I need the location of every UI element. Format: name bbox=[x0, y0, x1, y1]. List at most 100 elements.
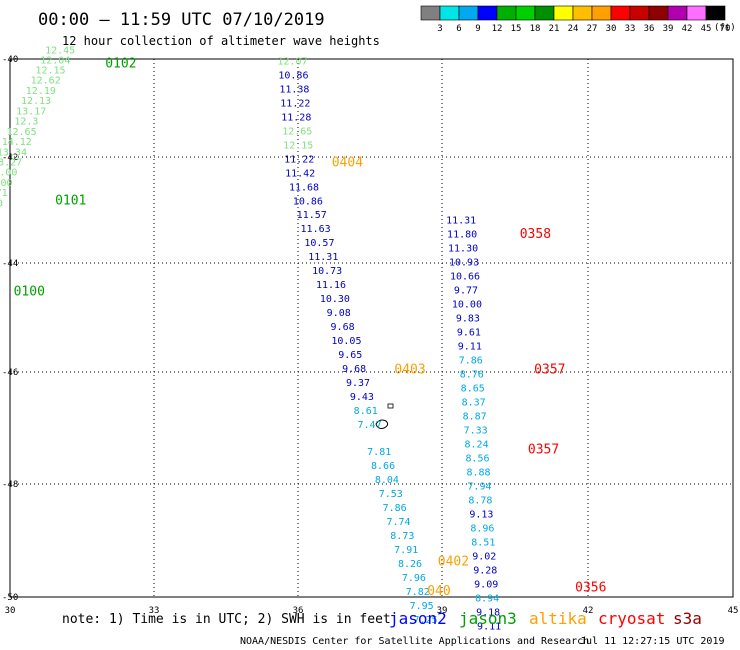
pass-time-label: 0402 bbox=[438, 554, 469, 569]
wave-height-label: 11.68 bbox=[289, 182, 319, 193]
wave-height-label: 8.76 bbox=[460, 369, 484, 380]
colorbar-label: 42 bbox=[682, 24, 693, 34]
satellite-legend: jason2 jason3 altika cryosat s3a bbox=[389, 609, 702, 628]
wave-height-label: 12.3 bbox=[14, 117, 38, 128]
wave-height-label: 9.28 bbox=[473, 565, 497, 576]
wave-height-label: 8.26 bbox=[398, 559, 422, 570]
wave-height-label: 7.33 bbox=[464, 425, 488, 436]
wave-height-label: 7.82 bbox=[406, 587, 430, 598]
colorbar-swatch bbox=[648, 5, 669, 21]
wave-height-label: 10.93 bbox=[449, 258, 479, 269]
wave-height-label: 9.37 bbox=[346, 378, 370, 389]
wave-height-label: 9.09 bbox=[474, 579, 498, 590]
wave-height-label: 10.05 bbox=[331, 336, 361, 347]
x-tick-label: 36 bbox=[293, 606, 304, 616]
wave-height-label: 7.25 bbox=[413, 615, 437, 626]
wave-height-label: 12.65 bbox=[7, 127, 37, 138]
colorbar-label: 33 bbox=[625, 24, 636, 34]
wave-height-label: 10.73 bbox=[312, 266, 342, 277]
colorbar-label: 15 bbox=[511, 24, 522, 34]
colorbar-swatch bbox=[496, 5, 517, 21]
wave-height-label: 12.04 bbox=[40, 55, 70, 66]
colorbar-label: 39 bbox=[663, 24, 674, 34]
pass-time-label: 0100 bbox=[14, 285, 45, 300]
wave-height-label: 9.68 bbox=[342, 364, 366, 375]
wave-height-label: 12.07 bbox=[277, 56, 307, 67]
wave-height-label: 10.86 bbox=[293, 196, 323, 207]
pass-time-label: 0358 bbox=[520, 227, 551, 242]
pass-time-label: 0357 bbox=[528, 442, 559, 457]
colorbar-label: 27 bbox=[587, 24, 598, 34]
wave-height-label: 7.86 bbox=[383, 503, 407, 514]
colorbar-swatch bbox=[515, 5, 536, 21]
wave-height-label: 11.38 bbox=[279, 84, 309, 95]
colorbar-label: 3 bbox=[437, 24, 442, 34]
chart-title: 00:00 – 11:59 UTC 07/10/2019 bbox=[38, 10, 325, 30]
colorbar-label: 18 bbox=[530, 24, 541, 34]
wave-height-label: 9.65 bbox=[338, 350, 362, 361]
colorbar-label: 12 bbox=[492, 24, 503, 34]
x-tick-label: 39 bbox=[437, 606, 448, 616]
wave-height-label: 11.22 bbox=[280, 98, 310, 109]
wave-height-label: 9.11 bbox=[458, 342, 482, 353]
satellite-legend-s3a: s3a bbox=[673, 609, 702, 628]
x-tick-label: 30 bbox=[5, 606, 16, 616]
wave-height-label: 11.31 bbox=[446, 216, 476, 227]
colorbar-label: 6 bbox=[456, 24, 461, 34]
plot-frame bbox=[9, 58, 734, 598]
colorbar-swatch bbox=[458, 5, 479, 21]
wave-height-label: 9.02 bbox=[472, 551, 496, 562]
wave-height-label: 10.66 bbox=[450, 272, 480, 283]
wave-height-label: 7.74 bbox=[386, 517, 410, 528]
wave-height-label: 8.87 bbox=[463, 411, 487, 422]
wave-height-label: 14.00 bbox=[0, 178, 13, 189]
wave-height-label: 7.81 bbox=[367, 447, 391, 458]
wave-height-label: 11.63 bbox=[301, 224, 331, 235]
wave-height-label: 14.00 bbox=[0, 198, 3, 209]
wave-height-label: 10.86 bbox=[278, 70, 308, 81]
colorbar-swatch bbox=[705, 5, 726, 21]
wave-height-label: 9.83 bbox=[456, 314, 480, 325]
pass-time-label: 040 bbox=[427, 584, 450, 599]
colorbar-label: 9 bbox=[475, 24, 480, 34]
colorbar-swatch bbox=[686, 5, 707, 21]
note-text: note: 1) Time is in UTC; 2) SWH is in fe… bbox=[62, 612, 391, 627]
y-tick-label: -40 bbox=[2, 55, 18, 65]
colorbar-swatch bbox=[534, 5, 555, 21]
wave-height-label: 11.28 bbox=[281, 112, 311, 123]
wave-height-label: 7.47 bbox=[358, 420, 382, 431]
colorbar-unit: (ft) bbox=[714, 23, 736, 33]
wave-height-label: 9.68 bbox=[331, 322, 355, 333]
colorbar-label: 24 bbox=[568, 24, 579, 34]
pass-time-label: 0356 bbox=[575, 581, 606, 596]
wave-height-label: 9.77 bbox=[454, 286, 478, 297]
pass-time-label: 0101 bbox=[55, 193, 86, 208]
wave-height-label: 8.73 bbox=[390, 531, 414, 542]
wave-height-label: 11.30 bbox=[448, 244, 478, 255]
wave-height-label: 12.15 bbox=[283, 140, 313, 151]
wave-height-label: 7.96 bbox=[402, 573, 426, 584]
colorbar-swatch bbox=[667, 5, 688, 21]
wave-height-label: 9.11 bbox=[477, 621, 501, 632]
colorbar-swatch bbox=[420, 5, 441, 21]
plot-area: 30 33 36 39 42 45 -40 -42 -44 -46 -48 -50 12.4512.04… bbox=[0, 46, 738, 633]
colorbar-swatch bbox=[572, 5, 593, 21]
colorbar-label: 70 bbox=[720, 24, 731, 34]
y-tick-label: -48 bbox=[2, 480, 18, 490]
satellite-legend-cryosat: cryosat bbox=[598, 609, 665, 628]
wave-height-label: 10.57 bbox=[304, 238, 334, 249]
colorbar-label: 21 bbox=[549, 24, 560, 34]
wave-height-label: 8.66 bbox=[371, 461, 395, 472]
colorbar-swatch bbox=[629, 5, 650, 21]
wave-height-label: 8.96 bbox=[470, 523, 494, 534]
wave-height-label: 12.15 bbox=[35, 66, 65, 77]
wave-height-label: 9.18 bbox=[476, 607, 500, 618]
wave-height-label: 8.37 bbox=[462, 397, 486, 408]
credit-text: NOAA/NESDIS Center for Satellite Applica… bbox=[240, 636, 589, 647]
wave-height-label: 12.45 bbox=[45, 46, 75, 57]
wave-height-label: 13.17 bbox=[16, 106, 46, 117]
wave-height-label: 9.13 bbox=[469, 509, 493, 520]
satellite-legend-altika: altika bbox=[529, 609, 587, 628]
satellite-legend-jason2: jason2 bbox=[389, 609, 447, 628]
